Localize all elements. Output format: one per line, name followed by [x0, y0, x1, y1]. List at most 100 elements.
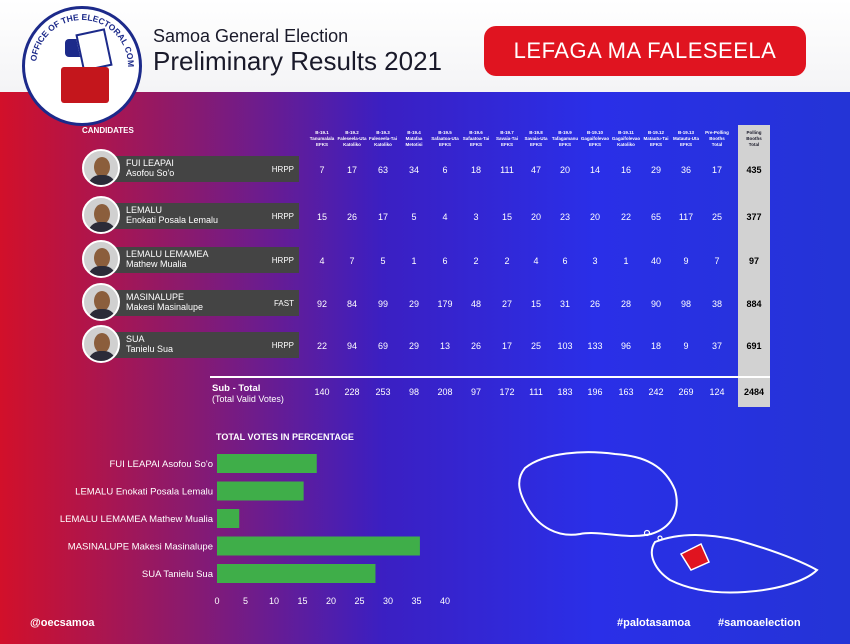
candidate-party: HRPP	[271, 341, 294, 350]
candidate-photo	[82, 196, 120, 234]
vote-cell: 29	[408, 341, 419, 351]
grand-total: 2484	[743, 387, 765, 397]
upolu-island	[650, 534, 819, 594]
category-label: LEMALU Enokati Posala Lemalu	[75, 487, 213, 498]
vote-cell: 5	[380, 256, 386, 266]
x-tick-label: 25	[354, 596, 364, 606]
column-header: B-19.13 Matautu-Uta EFKS	[671, 130, 701, 148]
vote-cell: 69	[377, 341, 388, 351]
candidate-fullname: Mathew Mualia	[126, 259, 187, 269]
percentage-bar	[217, 509, 240, 528]
samoa-map	[518, 451, 819, 594]
column-header-line: Savaia-Tai	[496, 136, 518, 142]
vote-cell: 9	[683, 341, 689, 351]
vote-cell: 17	[346, 165, 357, 175]
column-header-line: EFKS	[315, 142, 328, 148]
vote-cell: 2	[504, 256, 510, 266]
percentage-bar	[217, 564, 376, 583]
vote-cell: 17	[377, 212, 388, 222]
vote-cell: 99	[377, 299, 388, 309]
column-header-line: B-19.13	[677, 130, 694, 135]
constituency-badge: LEFAGA MA FALESEELA	[484, 26, 806, 76]
vote-cell: 17	[501, 341, 512, 351]
vote-cell: 38	[711, 299, 722, 309]
candidate-total: 691	[746, 341, 762, 351]
vote-cell: 98	[680, 299, 691, 309]
vote-cell: 29	[650, 165, 661, 175]
subtotal-sublabel: (Total Valid Votes)	[212, 394, 284, 404]
subtotal-cell: 140	[314, 387, 330, 397]
vote-cell: 36	[680, 165, 691, 175]
column-header-line: Tafagamanu	[551, 136, 579, 142]
column-header-line: Matautu-Tai	[643, 136, 669, 142]
column-header-line: Katoliko	[343, 142, 361, 148]
vote-cell: 3	[592, 256, 598, 266]
vote-cell: 1	[623, 256, 629, 266]
column-header-line: Faleseela-Tai	[369, 136, 397, 142]
vote-cell: 2	[473, 256, 479, 266]
column-header-line: B-19.8	[529, 130, 543, 135]
candidate-fullname: Makesi Masinalupe	[126, 302, 204, 312]
vote-cell: 133	[587, 341, 603, 351]
vote-cell: 22	[316, 341, 327, 351]
vote-cell: 4	[533, 256, 539, 266]
vote-cell: 26	[470, 341, 481, 351]
candidate-name: MASINALUPE	[126, 292, 185, 302]
candidate-name: LEMALU	[126, 205, 163, 215]
electoral-commission-logo: OFFICE OF THE ELECTORAL COMMISSION	[22, 6, 142, 126]
column-header-line: Tanumalala	[309, 136, 335, 142]
column-header-line: Katoliko	[374, 142, 392, 148]
ballot-box-icon	[61, 67, 109, 103]
footer-handle: @oecsamoa	[30, 617, 95, 629]
vote-cell: 27	[501, 299, 512, 309]
vote-cell: 48	[470, 299, 481, 309]
candidate-row: LEMALU Enokati Posala Lemalu HRPP	[82, 196, 299, 234]
column-header: B-19.1 Tanumalala EFKS	[307, 130, 337, 148]
body-shape	[88, 222, 116, 232]
candidate-row: SUA Tanielu Sua HRPP	[82, 325, 299, 363]
x-tick-label: 15	[297, 596, 307, 606]
vote-cell: 14	[589, 165, 600, 175]
footer-hashtag-palota: #palotasamoa	[617, 617, 691, 629]
column-header-line: Metotisi	[405, 142, 423, 148]
vote-cell: 5	[411, 212, 417, 222]
candidate-party: HRPP	[271, 165, 294, 174]
vote-cell: 26	[346, 212, 357, 222]
lefaga-constituency-region	[679, 542, 710, 571]
face-shape	[94, 204, 110, 224]
total-header-line: Booths	[746, 136, 762, 142]
vote-cell: 9	[683, 256, 689, 266]
column-header-line: EFKS	[588, 142, 601, 148]
manono-island	[657, 535, 663, 541]
column-header: B-19.2 Faleseela-Uta Katoliko	[337, 130, 367, 148]
vote-cell: 7	[714, 256, 720, 266]
body-shape	[88, 175, 116, 185]
vote-cell: 15	[530, 299, 541, 309]
x-tick-label: 35	[411, 596, 421, 606]
column-header: B-19.4 Matafaa Metotisi	[399, 130, 429, 148]
candidate-total: 435	[746, 165, 762, 175]
vote-cell: 3	[473, 212, 479, 222]
category-label: SUA Tanielu Sua	[142, 569, 214, 580]
percentage-bar	[217, 481, 304, 501]
vote-cell: 84	[346, 299, 357, 309]
candidate-party: HRPP	[271, 212, 294, 221]
column-header-line: B-19.10	[586, 130, 603, 135]
candidate-bar	[112, 247, 299, 273]
column-header-line: B-19.7	[500, 130, 514, 135]
total-column-bg	[738, 125, 770, 407]
total-header-line: Total	[748, 142, 760, 148]
vote-cell: 26	[589, 299, 600, 309]
vote-cell: 90	[650, 299, 661, 309]
face-shape	[94, 157, 110, 177]
face-shape	[94, 248, 110, 268]
vote-cell: 15	[501, 212, 512, 222]
subtotal-cell: 253	[375, 387, 391, 397]
candidate-total: 377	[746, 212, 762, 222]
column-header-line: Pre-Polling	[705, 130, 729, 135]
vote-cell: 4	[319, 256, 325, 266]
vote-cell: 25	[711, 212, 722, 222]
vote-cell: 13	[439, 341, 450, 351]
vote-cell: 37	[711, 341, 722, 351]
